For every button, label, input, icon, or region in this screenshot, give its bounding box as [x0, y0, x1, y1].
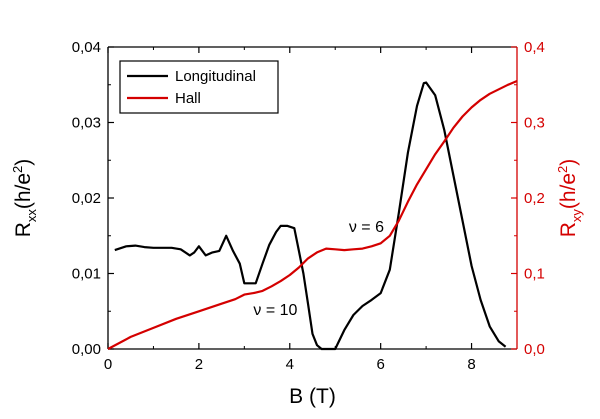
y-left-axis-title-part: xx [24, 209, 39, 223]
series-line-longitudinal [114, 81, 507, 351]
annotations: ν = 6 ν = 10 [253, 219, 384, 319]
legend: Longitudinal Hall [119, 60, 279, 114]
x-tick-label: 8 [467, 356, 475, 373]
series-layer [107, 79, 518, 351]
y-right-axis-title-part: xy [569, 209, 584, 223]
y-left-axis-title: Rxx(h/e2) [10, 159, 39, 238]
annotation-label: ν = 10 [253, 302, 297, 319]
y-left-axis-title-part: (h/e [12, 173, 35, 209]
y-left-tick-label: 0,02 [72, 190, 101, 207]
y-right-axis-title-part: R [557, 222, 580, 237]
y-right-axis-title-part: ) [557, 159, 580, 166]
y-left-axis-title-part: R [12, 222, 35, 237]
y-left-tick-label: 0,00 [72, 341, 101, 358]
axis-labels: B (T)Rxx(h/e2)Rxy(h/e2) [10, 159, 584, 408]
x-tick-label: 6 [376, 356, 384, 373]
series-line-hall [107, 79, 518, 350]
y-right-tick-label: 0,3 [524, 115, 545, 132]
legend-label-hall: Hall [175, 90, 201, 107]
axes: 0 2 4 6 8 0,00 0,01 0,02 0,03 0,04 0,0 0,1 0,2 0,3 0,4 [72, 39, 545, 373]
y-right-tick-label: 0,4 [524, 39, 545, 56]
y-left-tick-label: 0,04 [72, 39, 101, 56]
x-tick-label: 2 [195, 356, 203, 373]
y-left-axis-title-part: 2 [10, 166, 25, 173]
x-tick-label: 4 [286, 356, 294, 373]
x-axis-title: B (T) [289, 385, 336, 408]
y-left-axis-title-part: ) [12, 159, 35, 166]
y-right-axis-title: Rxy(h/e2) [555, 159, 584, 238]
annotation-label: ν = 6 [349, 219, 384, 236]
y-left-tick-label: 0,01 [72, 266, 101, 283]
y-right-tick-label: 0,0 [524, 341, 545, 358]
y-left-tick-label: 0,03 [72, 115, 101, 132]
y-right-axis-title-part: (h/e [557, 173, 580, 209]
legend-box [119, 60, 279, 114]
y-right-tick-label: 0,2 [524, 190, 545, 207]
x-tick-label: 0 [104, 356, 112, 373]
y-right-axis-title-part: 2 [555, 166, 570, 173]
y-right-tick-label: 0,1 [524, 266, 545, 283]
legend-label-longitudinal: Longitudinal [175, 68, 256, 85]
